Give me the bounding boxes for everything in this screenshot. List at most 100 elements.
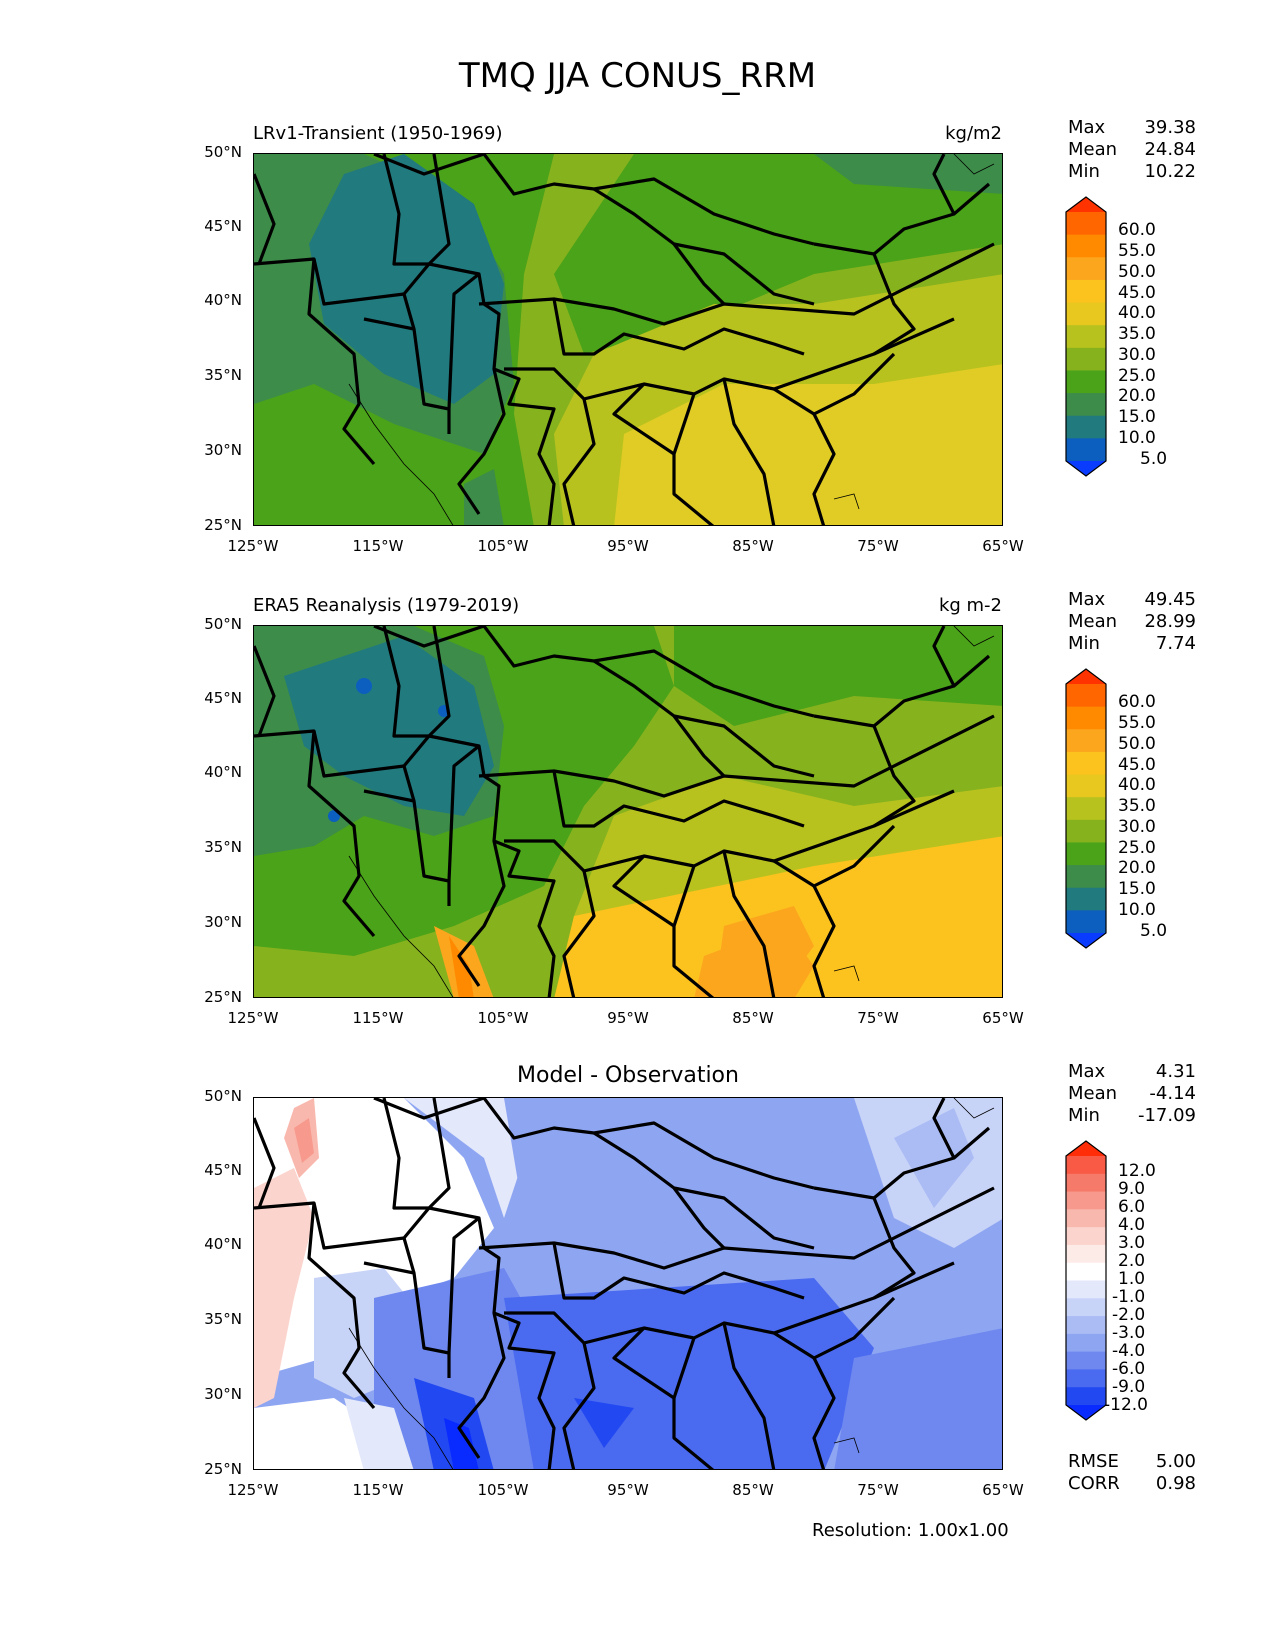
panel-3-stat-mean-key: Mean <box>1068 1083 1118 1104</box>
colorbar-segment <box>1066 212 1106 236</box>
panel-2-colorbar <box>1065 668 1107 949</box>
colorbar-segment <box>1066 865 1106 889</box>
panel-3-colorbar-label: 9.0 <box>1118 1179 1146 1199</box>
panel-2-stat-min-key: Min <box>1068 633 1100 654</box>
colorbar-segment <box>1066 1173 1106 1193</box>
panel-1-colorbar-label: 35.0 <box>1118 324 1156 344</box>
panel-3-stat-max-value: 4.31 <box>1155 1061 1196 1082</box>
colorbar-segment <box>1066 887 1106 911</box>
panel-2-colorbar-label: 5.0 <box>1140 921 1168 941</box>
panel-2-stat-max-value: 49.45 <box>1144 589 1196 610</box>
panel-1-colorbar-label: 10.0 <box>1118 428 1156 448</box>
panel-1-colorbar-label: 15.0 <box>1118 407 1156 427</box>
panel-1-xtick: 115°W <box>352 537 404 555</box>
panel-3-colorbar-label: -1.0 <box>1112 1287 1146 1307</box>
panel-1-ytick: 30°N <box>204 441 242 459</box>
colorbar-segment <box>1066 370 1106 394</box>
panel-1-stat-max-key: Max <box>1068 117 1106 138</box>
colorbar-segment <box>1066 1191 1106 1210</box>
panel-2-ytick: 30°N <box>204 913 242 931</box>
panel-2-colorbar-label: 30.0 <box>1118 817 1156 837</box>
colorbar-segment <box>1066 729 1106 753</box>
panel-2-stat-max-key: Max <box>1068 589 1106 610</box>
colorbar-segment <box>1066 1298 1106 1317</box>
panel-2-ytick: 50°N <box>204 615 242 633</box>
colorbar-segment <box>1066 325 1106 349</box>
colorbar-extend-max <box>1066 197 1106 212</box>
panel-3-ytick: 45°N <box>204 1161 242 1179</box>
colorbar-segment <box>1066 1369 1106 1388</box>
colorbar-segment <box>1066 842 1106 866</box>
panel-3-title: Model - Observation <box>517 1063 739 1088</box>
panel-1-colorbar <box>1065 196 1107 477</box>
panel-2-xtick: 65°W <box>982 1009 1024 1027</box>
panel-2-units: kg m-2 <box>938 595 1002 616</box>
colorbar-segment <box>1066 438 1106 462</box>
panel-1-colorbar-label: 45.0 <box>1118 283 1156 303</box>
colorbar-segment <box>1066 393 1106 417</box>
colorbar-extend-max <box>1066 1141 1106 1156</box>
panel-3-colorbar-label: 12.0 <box>1118 1161 1156 1181</box>
panel-1-xtick: 125°W <box>227 537 279 555</box>
panel-2-xtick: 105°W <box>477 1009 529 1027</box>
panel-1-xtick: 105°W <box>477 537 529 555</box>
figure-title: TMQ JJA CONUS_RRM <box>458 56 817 96</box>
panel-1-stat-mean-value: 24.84 <box>1144 139 1196 160</box>
panel-2-label: ERA5 Reanalysis (1979-2019) <box>253 595 520 616</box>
panel-1-xtick: 65°W <box>982 537 1024 555</box>
panel-1-stat-min-key: Min <box>1068 161 1100 182</box>
panel-3-colorbar-label: 1.0 <box>1118 1269 1146 1289</box>
panel-2-ytick: 40°N <box>204 763 242 781</box>
panel-1-colorbar-label: 50.0 <box>1118 262 1156 282</box>
panel-1-units: kg/m2 <box>945 123 1002 144</box>
panel-2-ytick: 35°N <box>204 838 242 856</box>
colorbar-segment <box>1066 1244 1106 1264</box>
colorbar-segment <box>1066 1227 1106 1246</box>
panel-1-stat-mean-key: Mean <box>1068 139 1118 160</box>
panel-3-ytick: 30°N <box>204 1385 242 1403</box>
panel-1-colorbar-label: 30.0 <box>1118 345 1156 365</box>
colorbar-segment <box>1066 257 1106 281</box>
colorbar-segment <box>1066 302 1106 326</box>
panel-2-xtick: 95°W <box>607 1009 649 1027</box>
panel-2-ytick: 25°N <box>204 988 242 1006</box>
panel-2-colorbar-label: 20.0 <box>1118 858 1156 878</box>
colorbar-segment <box>1066 1209 1106 1228</box>
panel-3-stat-max-key: Max <box>1068 1061 1106 1082</box>
colorbar-segment <box>1066 279 1106 304</box>
colorbar-segment <box>1066 910 1106 934</box>
panel-3-colorbar-label: 2.0 <box>1118 1251 1146 1271</box>
panel-3-colorbar-label: 6.0 <box>1118 1197 1146 1217</box>
panel-2-colorbar-label: 45.0 <box>1118 755 1156 775</box>
colorbar-segment <box>1066 751 1106 776</box>
panel-3-colorbar-label: -4.0 <box>1112 1341 1146 1361</box>
panel-3-colorbar-label: -12.0 <box>1104 1395 1148 1415</box>
colorbar-segment <box>1066 706 1106 730</box>
resolution-note: Resolution: 1.00x1.00 <box>812 1520 1009 1541</box>
panel-1-ytick: 50°N <box>204 143 242 161</box>
colorbar-segment <box>1066 1333 1106 1353</box>
colorbar-extend-max <box>1066 669 1106 684</box>
panel-3-stat-rmse-value: 5.00 <box>1155 1451 1196 1472</box>
panel-3-xtick: 75°W <box>857 1481 899 1499</box>
panel-3-ytick: 25°N <box>204 1460 242 1478</box>
panel-2-colorbar-label: 60.0 <box>1118 692 1156 712</box>
panel-2-xtick: 115°W <box>352 1009 404 1027</box>
panel-3-colorbar-label: -9.0 <box>1112 1377 1146 1397</box>
panel-3-ytick: 40°N <box>204 1235 242 1253</box>
colorbar-segment <box>1066 774 1106 798</box>
panel-1-xtick: 85°W <box>732 537 774 555</box>
panel-1-label: LRv1-Transient (1950-1969) <box>253 123 503 144</box>
colorbar-segment <box>1066 347 1106 371</box>
colorbar-segment <box>1066 415 1106 439</box>
panel-1-stat-min-value: 10.22 <box>1144 161 1196 182</box>
panel-1-colorbar-label: 5.0 <box>1140 449 1168 469</box>
panel-2-xtick: 75°W <box>857 1009 899 1027</box>
panel-1-stat-max-value: 39.38 <box>1144 117 1196 138</box>
panel-3-stat-rmse-key: RMSE <box>1068 1451 1119 1472</box>
panel-3-stat-min-value: -17.09 <box>1137 1105 1196 1126</box>
colorbar-segment <box>1066 1280 1106 1299</box>
panel-3-colorbar <box>1065 1140 1107 1421</box>
panel-2-colorbar-label: 50.0 <box>1118 734 1156 754</box>
colorbar-extend-min <box>1066 1405 1106 1420</box>
